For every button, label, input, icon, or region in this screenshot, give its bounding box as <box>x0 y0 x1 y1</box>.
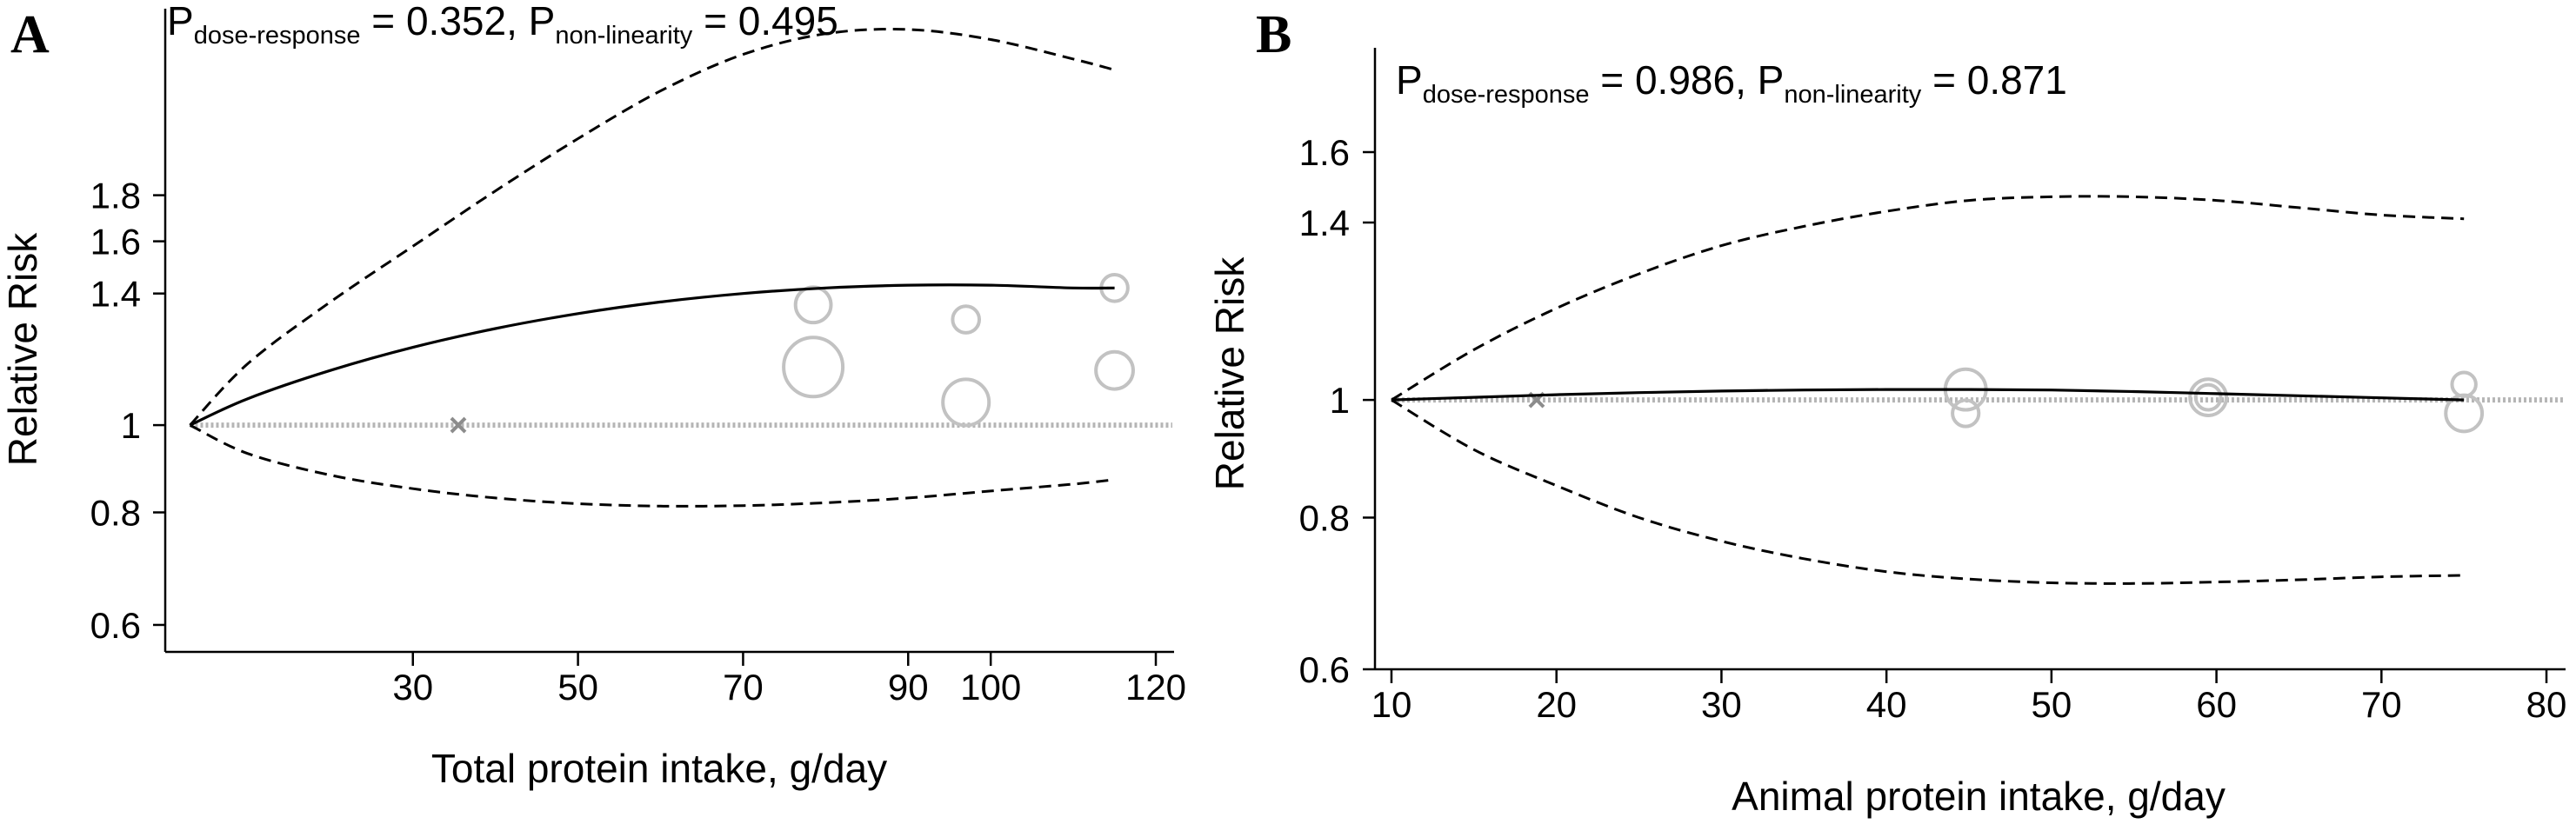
panel-a-study-marker <box>941 377 991 428</box>
panel-b-study-marker <box>2450 370 2478 398</box>
panel-a-y-tick-label: 1.6 <box>90 222 141 262</box>
panel-a-y-tick-label: 0.6 <box>90 605 141 646</box>
panel-a-x-axis-title: Total protein intake, g/day <box>431 746 887 791</box>
panel-b-study-marker <box>2188 377 2228 417</box>
panel-b-p-values: Pdose-response = 0.986, Pnon-linearity =… <box>1396 57 2067 109</box>
panel-b-plot-area: 10 20 30 40 50 60 70 80 0.6 0.8 1 1.4 1.6 <box>1299 48 2567 725</box>
panel-b-x-tick-label: 10 <box>1371 684 1412 725</box>
panel-a-study-marker <box>793 285 833 325</box>
panel-b-x-axis-title: Animal protein intake, g/day <box>1732 774 2226 819</box>
panel-a-reference-marker <box>450 416 467 434</box>
panel-b-study-marker <box>2193 382 2223 412</box>
panel-b-y-tick-label: 0.8 <box>1299 497 1350 538</box>
panel-b-y-tick-label: 1.6 <box>1299 132 1350 173</box>
panel-b-x-tick-label: 80 <box>2526 684 2567 725</box>
panel-a-y-tick-label: 1 <box>121 405 141 446</box>
panel-a-lower-ci-line <box>189 423 1115 508</box>
panel-a-x-tick-label: 100 <box>960 667 1021 708</box>
panel-a-letter: A <box>10 5 50 64</box>
panel-b-x-tick-label: 30 <box>1701 684 1742 725</box>
panel-a-y-tick-label: 1.4 <box>90 274 141 315</box>
panel-b-y-tick-label: 1 <box>1330 380 1350 421</box>
panel-b-x-tick-label: 50 <box>2032 684 2072 725</box>
panel-a-y-tick-label: 0.8 <box>90 493 141 534</box>
panel-a-p-values: Pdose-response = 0.352, Pnon-linearity =… <box>167 0 838 50</box>
panel-b-upper-ci-line <box>1391 195 2465 402</box>
panel-a-plot-area: 30 50 70 90 100 120 0.6 0.8 1 1.4 1.6 1.8 <box>90 9 1186 708</box>
panel-a-estimate-line <box>189 283 1115 427</box>
panel-a-x-tick-label: 90 <box>888 667 929 708</box>
panel-a-study-marker <box>1094 349 1135 391</box>
panel-b-x-tick-label: 20 <box>1536 684 1577 725</box>
panel-a-x-tick-label: 50 <box>557 667 598 708</box>
panel-b-x-tick-label: 60 <box>2196 684 2237 725</box>
panel-a-y-tick-label: 1.8 <box>90 176 141 216</box>
panel-a-x-tick-label: 70 <box>723 667 764 708</box>
panel-b-y-axis-title: Relative Risk <box>1207 256 1252 490</box>
panel-b-y-tick-label: 0.6 <box>1299 649 1350 690</box>
panel-b-chart: B 10 20 30 40 50 60 70 80 0.6 0.8 1 1.4 1.6 Pdose-re… <box>1207 5 2566 819</box>
panel-a-study-marker <box>951 304 982 335</box>
panel-b-x-tick-label: 40 <box>1866 684 1907 725</box>
panel-a-upper-ci-line <box>189 28 1115 427</box>
panel-a-x-tick-label: 30 <box>392 667 433 708</box>
panel-b-letter: B <box>1256 5 1291 64</box>
panel-b-lower-ci-line <box>1391 398 2465 585</box>
panel-a-x-tick-label: 120 <box>1125 667 1186 708</box>
panel-a-study-marker <box>782 336 845 399</box>
panel-b-y-tick-label: 1.4 <box>1299 203 1350 243</box>
panel-b-study-marker <box>2444 393 2485 434</box>
panel-a-chart: A 30 50 70 90 100 120 0.6 0.8 1 1.4 1.6 1.8 Pdose-r… <box>0 0 1186 791</box>
panel-a-y-axis-title: Relative Risk <box>0 232 45 466</box>
panel-b-x-tick-label: 70 <box>2361 684 2402 725</box>
panel-b-estimate-line <box>1391 388 2465 402</box>
panel-b-study-marker <box>1951 398 1981 429</box>
